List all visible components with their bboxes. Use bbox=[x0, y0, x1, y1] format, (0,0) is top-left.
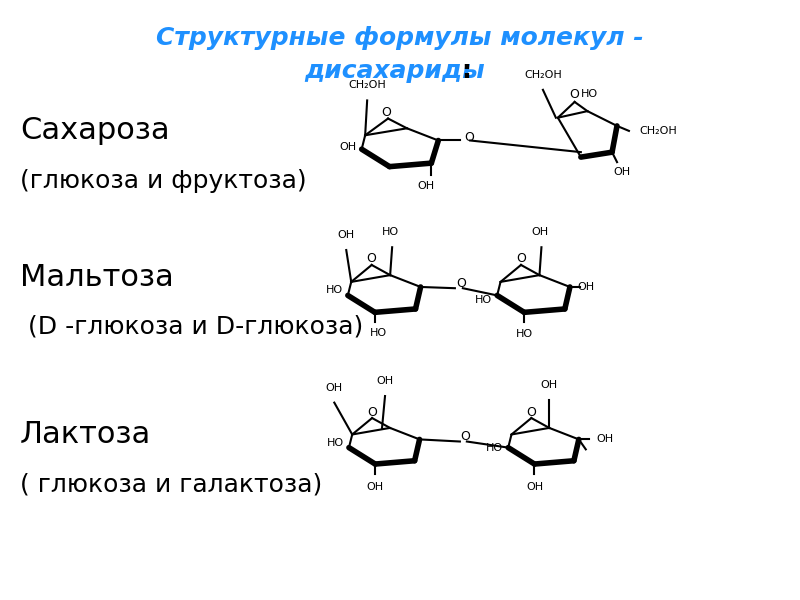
Text: O: O bbox=[456, 277, 466, 290]
Text: ( глюкоза и галактоза): ( глюкоза и галактоза) bbox=[20, 472, 322, 496]
Text: OH: OH bbox=[578, 282, 595, 292]
Text: HO: HO bbox=[370, 328, 387, 338]
Text: :: : bbox=[462, 59, 471, 83]
Text: OH: OH bbox=[526, 482, 543, 492]
Text: O: O bbox=[366, 253, 377, 265]
Text: Сахароза: Сахароза bbox=[20, 116, 170, 145]
Text: O: O bbox=[464, 131, 474, 144]
Text: HO: HO bbox=[326, 286, 343, 295]
Text: Мальтоза: Мальтоза bbox=[20, 263, 174, 292]
Text: O: O bbox=[516, 253, 526, 265]
Text: O: O bbox=[367, 406, 377, 419]
Text: OH: OH bbox=[418, 181, 435, 191]
Text: OH: OH bbox=[541, 380, 558, 390]
Text: CH₂OH: CH₂OH bbox=[639, 126, 677, 136]
Text: Лактоза: Лактоза bbox=[20, 420, 151, 449]
Text: OH: OH bbox=[377, 376, 394, 386]
Text: OH: OH bbox=[326, 383, 343, 392]
Text: HO: HO bbox=[382, 227, 398, 237]
Text: OH: OH bbox=[338, 230, 355, 240]
Text: O: O bbox=[570, 88, 579, 101]
Text: OH: OH bbox=[614, 167, 630, 177]
Text: (глюкоза и фруктоза): (глюкоза и фруктоза) bbox=[20, 169, 306, 193]
Text: OH: OH bbox=[531, 227, 548, 237]
Text: HO: HO bbox=[475, 295, 492, 305]
Text: OH: OH bbox=[597, 434, 614, 445]
Text: (D -глюкоза и D-глюкоза): (D -глюкоза и D-глюкоза) bbox=[20, 315, 363, 339]
Text: OH: OH bbox=[339, 142, 357, 152]
Text: O: O bbox=[526, 406, 536, 419]
Text: CH₂OH: CH₂OH bbox=[348, 80, 386, 91]
Text: OH: OH bbox=[366, 482, 384, 492]
Text: CH₂OH: CH₂OH bbox=[524, 70, 562, 80]
Text: дисахариды: дисахариды bbox=[305, 59, 486, 83]
Text: HO: HO bbox=[516, 329, 533, 339]
Text: HO: HO bbox=[581, 89, 598, 99]
Text: O: O bbox=[460, 430, 470, 443]
Text: Структурные формулы молекул -: Структурные формулы молекул - bbox=[156, 26, 644, 50]
Text: HO: HO bbox=[327, 437, 344, 448]
Text: O: O bbox=[381, 106, 391, 119]
Text: HO: HO bbox=[486, 443, 503, 452]
